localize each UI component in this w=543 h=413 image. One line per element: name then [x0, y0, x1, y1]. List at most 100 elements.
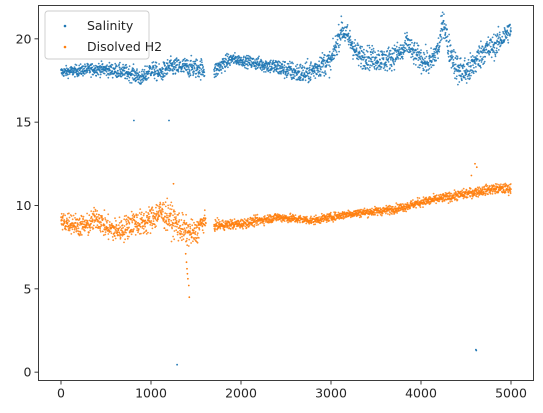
data-point [361, 58, 363, 61]
data-point [89, 229, 92, 232]
data-point [253, 225, 256, 228]
data-point [128, 222, 131, 225]
data-point [439, 193, 442, 196]
data-point [137, 81, 140, 84]
data-point [201, 64, 204, 67]
data-point [408, 204, 411, 206]
data-point [444, 31, 447, 34]
data-point [472, 72, 475, 75]
data-point [247, 54, 250, 57]
data-point [308, 68, 311, 71]
data-point [105, 70, 108, 73]
data-point [465, 82, 468, 84]
data-point [449, 200, 452, 203]
data-point [468, 74, 471, 77]
data-point [357, 64, 360, 67]
data-point [466, 75, 469, 78]
data-point [496, 51, 499, 54]
data-point [178, 219, 181, 221]
data-point [438, 48, 440, 51]
data-point [402, 210, 405, 213]
data-point [67, 73, 69, 76]
data-point [345, 29, 347, 32]
data-point [103, 72, 106, 75]
data-point [81, 234, 83, 236]
data-point [203, 209, 206, 212]
data-point [128, 79, 130, 82]
data-point [142, 214, 145, 217]
data-point [439, 30, 442, 32]
data-point [469, 187, 472, 190]
y-tick-label-5: 5 [24, 281, 32, 296]
data-point [454, 57, 457, 59]
data-point [477, 49, 480, 52]
data-point [169, 204, 172, 206]
data-point [352, 45, 355, 48]
data-point [175, 57, 178, 59]
data-point [499, 185, 501, 187]
data-point [322, 62, 324, 65]
data-point [100, 221, 102, 224]
data-point [422, 206, 424, 209]
data-point [157, 218, 159, 221]
data-point [498, 42, 500, 45]
data-point [411, 55, 414, 58]
data-point [287, 62, 290, 65]
data-point [390, 65, 393, 68]
data-point [471, 195, 474, 198]
data-point [389, 58, 392, 61]
data-point [337, 35, 339, 38]
data-point [283, 66, 286, 69]
data-point [188, 75, 191, 78]
data-point [365, 61, 368, 64]
data-point [507, 186, 509, 188]
data-point [67, 224, 70, 227]
data-point [155, 65, 158, 68]
data-point [402, 53, 405, 55]
data-point [392, 208, 395, 211]
data-point [133, 228, 135, 230]
data-point [504, 28, 506, 31]
data-point [249, 59, 252, 62]
data-point [328, 50, 331, 53]
data-point [404, 32, 406, 35]
data-point [300, 79, 302, 82]
data-point [455, 75, 458, 78]
data-point [138, 71, 141, 73]
data-point [267, 67, 270, 69]
data-point [106, 64, 108, 66]
data-point [65, 64, 68, 67]
data-point [91, 63, 93, 65]
data-point [394, 60, 396, 63]
data-point [224, 226, 226, 229]
data-point [475, 66, 477, 68]
legend-box [44, 10, 150, 60]
data-point [66, 221, 69, 224]
data-point [117, 229, 120, 232]
data-point [262, 220, 265, 223]
data-point [192, 60, 195, 63]
data-point [236, 221, 239, 223]
data-point [270, 66, 273, 68]
data-point [222, 221, 225, 224]
data-point [386, 69, 389, 72]
data-point [387, 213, 389, 215]
data-point [244, 66, 246, 69]
data-point [61, 219, 63, 222]
data-point [477, 188, 480, 190]
data-point [114, 217, 116, 220]
data-point [471, 55, 474, 57]
data-point [435, 202, 437, 205]
data-point [363, 53, 366, 56]
data-point [229, 64, 231, 67]
data-point [461, 73, 464, 76]
data-point [371, 207, 373, 210]
data-point [494, 185, 496, 188]
data-point [100, 66, 103, 69]
data-point [135, 74, 138, 76]
data-point [200, 59, 203, 61]
data-point [238, 56, 241, 59]
data-point [450, 195, 452, 197]
data-point [419, 56, 421, 58]
data-point [156, 79, 158, 82]
